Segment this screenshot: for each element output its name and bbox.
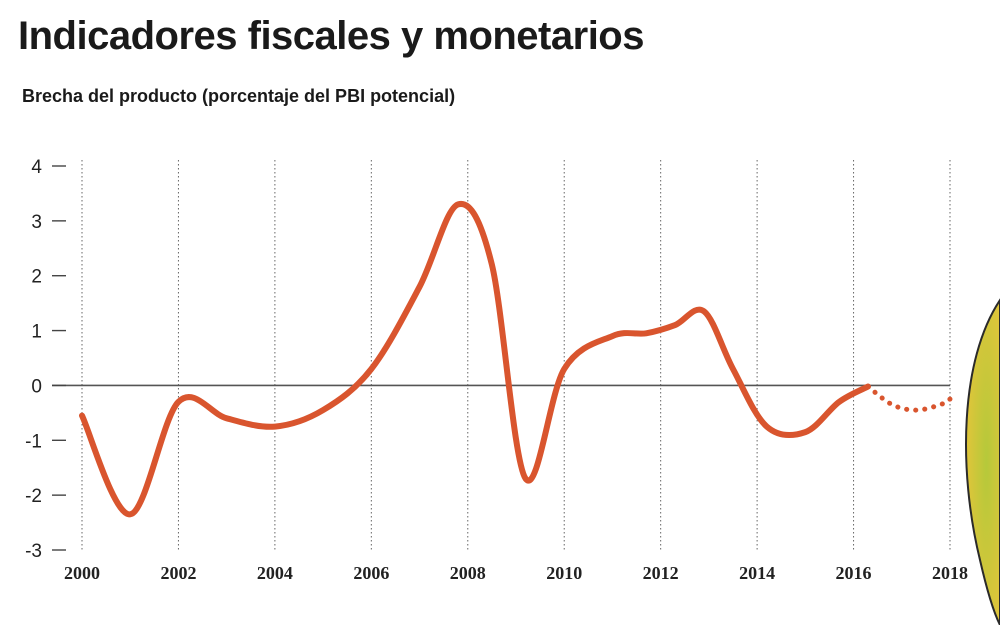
x-tick-label: 2000	[64, 563, 100, 583]
chart-subtitle: Brecha del producto (porcentaje del PBI …	[22, 86, 456, 106]
x-axis: 2000 2002 2004 2006 2008 2010 2012 2014 2016 2018	[64, 563, 968, 583]
series-line	[79, 201, 871, 518]
x-tick-label: 2016	[836, 563, 872, 583]
chart-title: Indicadores fiscales y monetarios	[18, 14, 644, 58]
x-tick-label: 2004	[257, 563, 293, 583]
x-tick-label: 2018	[932, 563, 968, 583]
y-axis: -3 -2 -1 0 1 2 3 4	[25, 157, 66, 562]
series-line-projection	[865, 384, 953, 413]
y-tick-label: 3	[31, 212, 42, 233]
y-tick-label: 4	[31, 157, 42, 178]
y-tick-label: 2	[31, 267, 42, 288]
y-tick-label: -1	[25, 431, 42, 452]
decorative-leaf-shape	[965, 298, 1000, 625]
grid-lines	[52, 160, 951, 550]
x-tick-label: 2006	[353, 563, 389, 583]
series-group	[79, 201, 953, 518]
x-tick-label: 2012	[643, 563, 679, 583]
x-tick-label: 2002	[160, 563, 196, 583]
x-tick-label: 2014	[739, 563, 775, 583]
y-tick-label: 0	[31, 376, 42, 397]
x-tick-label: 2008	[450, 563, 486, 583]
y-tick-label: 1	[31, 322, 42, 343]
decorative-leaf-graphic	[965, 298, 1000, 625]
x-tick-label: 2010	[546, 563, 582, 583]
y-tick-label: -3	[25, 541, 42, 562]
y-tick-label: -2	[25, 486, 42, 507]
